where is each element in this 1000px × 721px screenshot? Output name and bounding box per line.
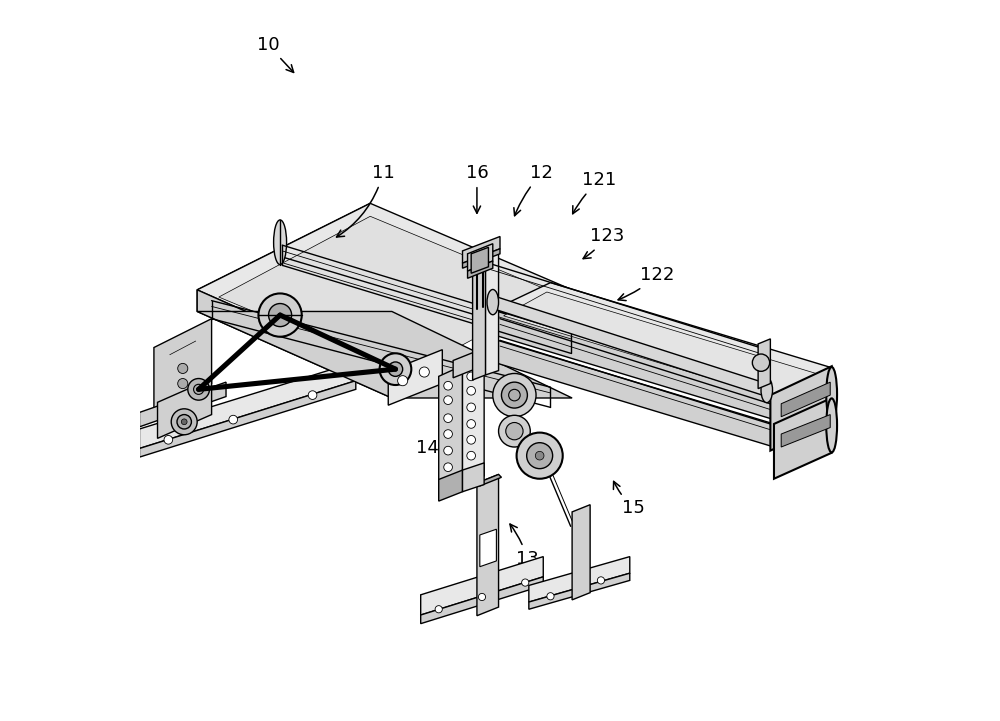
Circle shape [506,423,523,440]
Ellipse shape [761,378,773,402]
Polygon shape [463,249,500,268]
Circle shape [444,463,452,472]
Circle shape [478,593,486,601]
Circle shape [164,435,173,444]
Text: 13: 13 [510,524,539,567]
Circle shape [467,403,475,412]
Polygon shape [197,290,392,398]
Circle shape [444,381,452,390]
Circle shape [178,379,188,389]
Circle shape [444,430,452,438]
Polygon shape [473,251,486,380]
Circle shape [467,386,475,395]
Text: 123: 123 [583,228,624,259]
Polygon shape [774,398,832,479]
Text: 14: 14 [416,412,455,457]
Polygon shape [493,339,774,447]
Polygon shape [140,362,356,448]
Circle shape [308,391,317,399]
Polygon shape [463,236,500,263]
Polygon shape [471,247,488,273]
Polygon shape [529,557,630,602]
Ellipse shape [826,398,837,453]
Text: 11: 11 [337,164,395,237]
Polygon shape [140,382,226,427]
Circle shape [467,435,475,444]
Circle shape [444,414,452,423]
Polygon shape [154,319,212,412]
Circle shape [493,373,536,417]
Polygon shape [758,339,770,389]
Polygon shape [477,474,499,616]
Polygon shape [219,216,558,375]
Polygon shape [197,311,572,398]
Polygon shape [493,296,767,397]
Text: 10: 10 [257,36,294,72]
Circle shape [181,419,187,425]
Polygon shape [197,203,572,376]
Circle shape [535,451,544,460]
Circle shape [467,420,475,428]
Polygon shape [504,292,821,399]
Polygon shape [493,283,832,395]
Ellipse shape [487,290,499,315]
Ellipse shape [826,367,837,422]
Polygon shape [140,381,356,457]
Circle shape [229,415,238,424]
Polygon shape [572,505,590,600]
Text: 12: 12 [514,164,553,216]
Circle shape [177,415,191,429]
Ellipse shape [274,220,287,265]
Circle shape [517,433,563,479]
Circle shape [499,415,530,447]
Polygon shape [439,366,463,497]
Polygon shape [477,474,501,486]
Circle shape [419,367,429,377]
Polygon shape [463,357,484,487]
Circle shape [527,443,553,469]
Polygon shape [197,203,370,311]
Polygon shape [388,350,442,405]
Circle shape [171,409,197,435]
Circle shape [435,606,442,613]
Polygon shape [439,470,463,501]
Circle shape [194,384,204,394]
Polygon shape [421,557,543,615]
Polygon shape [480,529,496,567]
Circle shape [501,382,527,408]
Polygon shape [770,366,832,451]
Polygon shape [453,352,475,378]
Polygon shape [463,463,484,492]
Polygon shape [529,573,630,609]
Circle shape [269,304,292,327]
Polygon shape [158,379,212,438]
Polygon shape [421,577,543,624]
Circle shape [398,376,408,386]
Circle shape [380,353,411,385]
Circle shape [522,579,529,586]
Circle shape [258,293,302,337]
Text: 16: 16 [466,164,488,213]
Circle shape [444,396,452,404]
Polygon shape [493,310,774,420]
Circle shape [509,389,520,401]
Polygon shape [486,247,499,375]
Circle shape [467,372,475,381]
Polygon shape [468,261,493,278]
Polygon shape [781,415,830,447]
Text: 122: 122 [618,267,674,301]
Circle shape [597,577,605,584]
Circle shape [388,362,403,376]
Circle shape [547,593,554,600]
Circle shape [188,379,209,400]
Circle shape [752,354,770,371]
Text: 121: 121 [573,172,617,213]
Polygon shape [781,382,830,417]
Text: 15: 15 [613,482,645,517]
Circle shape [178,363,188,373]
Circle shape [467,451,475,460]
Polygon shape [468,244,493,271]
Circle shape [444,446,452,455]
